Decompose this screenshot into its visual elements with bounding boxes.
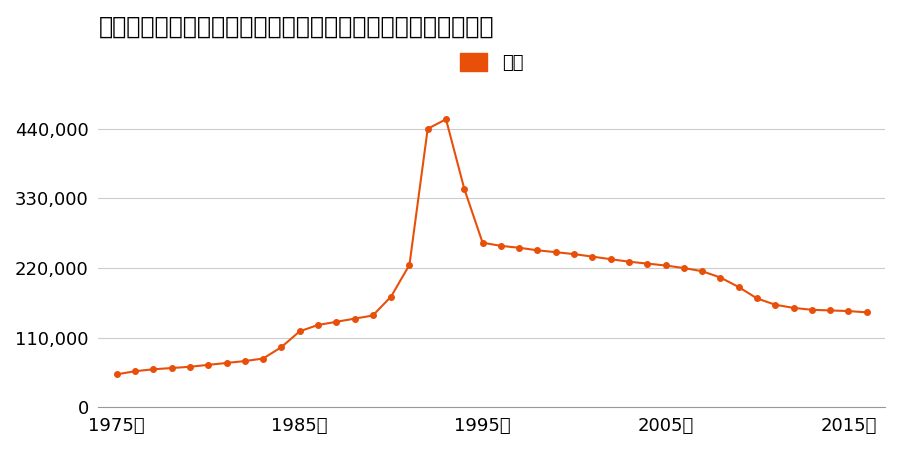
価格 xyxy=(551,249,562,255)
価格 xyxy=(642,261,652,266)
価格 xyxy=(130,369,140,374)
価格 xyxy=(477,240,488,245)
価格 xyxy=(861,310,872,315)
価格 xyxy=(386,294,397,299)
価格 xyxy=(239,358,250,364)
価格 xyxy=(697,269,707,274)
Legend: 価格: 価格 xyxy=(453,45,530,79)
価格 xyxy=(459,186,470,192)
価格 xyxy=(770,302,780,307)
価格 xyxy=(441,117,452,122)
価格 xyxy=(294,328,305,334)
価格 xyxy=(569,252,580,257)
価格 xyxy=(422,126,433,131)
価格 xyxy=(257,356,268,361)
価格 xyxy=(715,275,725,280)
価格 xyxy=(788,305,799,310)
価格 xyxy=(112,372,122,377)
価格 xyxy=(202,362,213,368)
価格 xyxy=(824,308,835,313)
価格 xyxy=(496,243,507,248)
価格 xyxy=(148,367,158,372)
価格 xyxy=(349,316,360,321)
価格 xyxy=(660,263,670,268)
価格 xyxy=(605,256,616,262)
価格 xyxy=(624,259,634,265)
価格 xyxy=(587,254,598,259)
Line: 価格: 価格 xyxy=(114,117,869,377)
価格 xyxy=(221,360,232,366)
価格 xyxy=(532,248,543,253)
Text: 兵庫県宝塚市南ひばりガ丘１丁目２３６番ほか１筆の地価推移: 兵庫県宝塚市南ひばりガ丘１丁目２３６番ほか１筆の地価推移 xyxy=(98,15,494,39)
価格 xyxy=(312,322,323,328)
価格 xyxy=(752,296,762,301)
価格 xyxy=(734,284,744,290)
価格 xyxy=(331,319,342,324)
価格 xyxy=(276,344,287,350)
価格 xyxy=(166,365,177,371)
価格 xyxy=(679,266,689,271)
価格 xyxy=(367,313,378,318)
価格 xyxy=(843,308,854,314)
価格 xyxy=(184,364,195,369)
価格 xyxy=(404,262,415,268)
価格 xyxy=(806,307,817,312)
価格 xyxy=(514,245,525,251)
